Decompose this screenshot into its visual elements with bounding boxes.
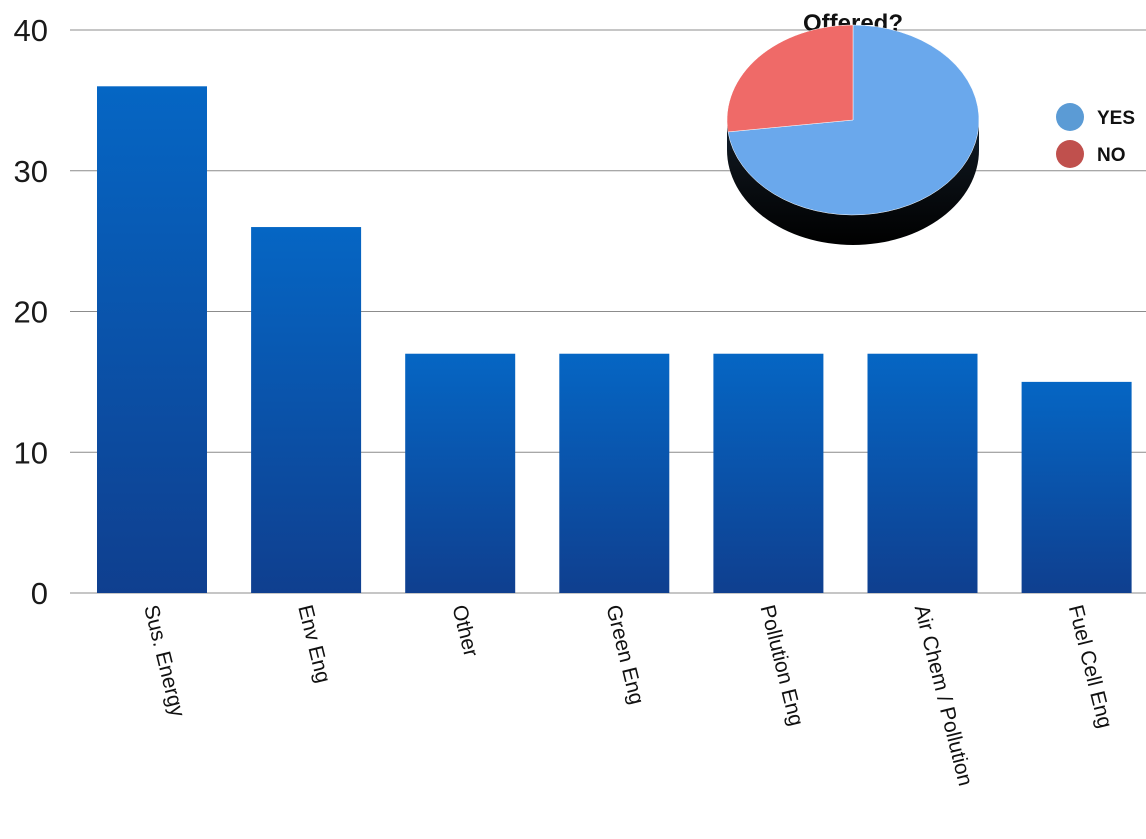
y-tick-label-10: 10 [14, 435, 48, 470]
bar-air-chem-pollution [867, 353, 978, 593]
x-label-fuel-cell-eng: Fuel Cell Eng [1064, 603, 1117, 731]
bar-sus-energy [97, 86, 207, 594]
pie-slice-yes [727, 24, 980, 216]
x-axis-labels: Sus. Energy Env Eng Other Green Eng Pollutio… [139, 603, 1116, 789]
y-axis-ticks: 0 10 20 30 40 [14, 13, 48, 611]
pie-legend: YES NO [1056, 103, 1135, 168]
legend-swatch-no [1056, 140, 1084, 168]
legend-label-no: NO [1097, 145, 1126, 166]
offered-pie-chart: Offered? [726, 10, 980, 245]
bars [97, 86, 1132, 594]
bar-pollution-eng [713, 353, 824, 593]
y-tick-label-30: 30 [14, 154, 48, 189]
y-tick-label-40: 40 [14, 13, 48, 48]
legend-swatch-yes [1056, 103, 1084, 131]
bar-other [405, 353, 516, 593]
x-label-green-eng: Green Eng [601, 603, 648, 707]
x-label-pollution-eng: Pollution Eng [756, 603, 808, 729]
pie-slice-no [726, 24, 854, 133]
y-tick-label-20: 20 [14, 295, 48, 330]
bar-green-eng [559, 353, 670, 593]
x-label-air-chem-pollution: Air Chem / Pollution [910, 603, 977, 789]
x-label-sus-energy: Sus. Energy [139, 603, 189, 720]
bar-env-eng [251, 227, 362, 594]
x-label-env-eng: Env Eng [293, 603, 335, 686]
bar-fuel-cell-eng [1021, 381, 1132, 593]
x-label-other: Other [447, 603, 482, 660]
legend-label-yes: YES [1097, 108, 1135, 129]
y-tick-label-0: 0 [31, 576, 48, 611]
